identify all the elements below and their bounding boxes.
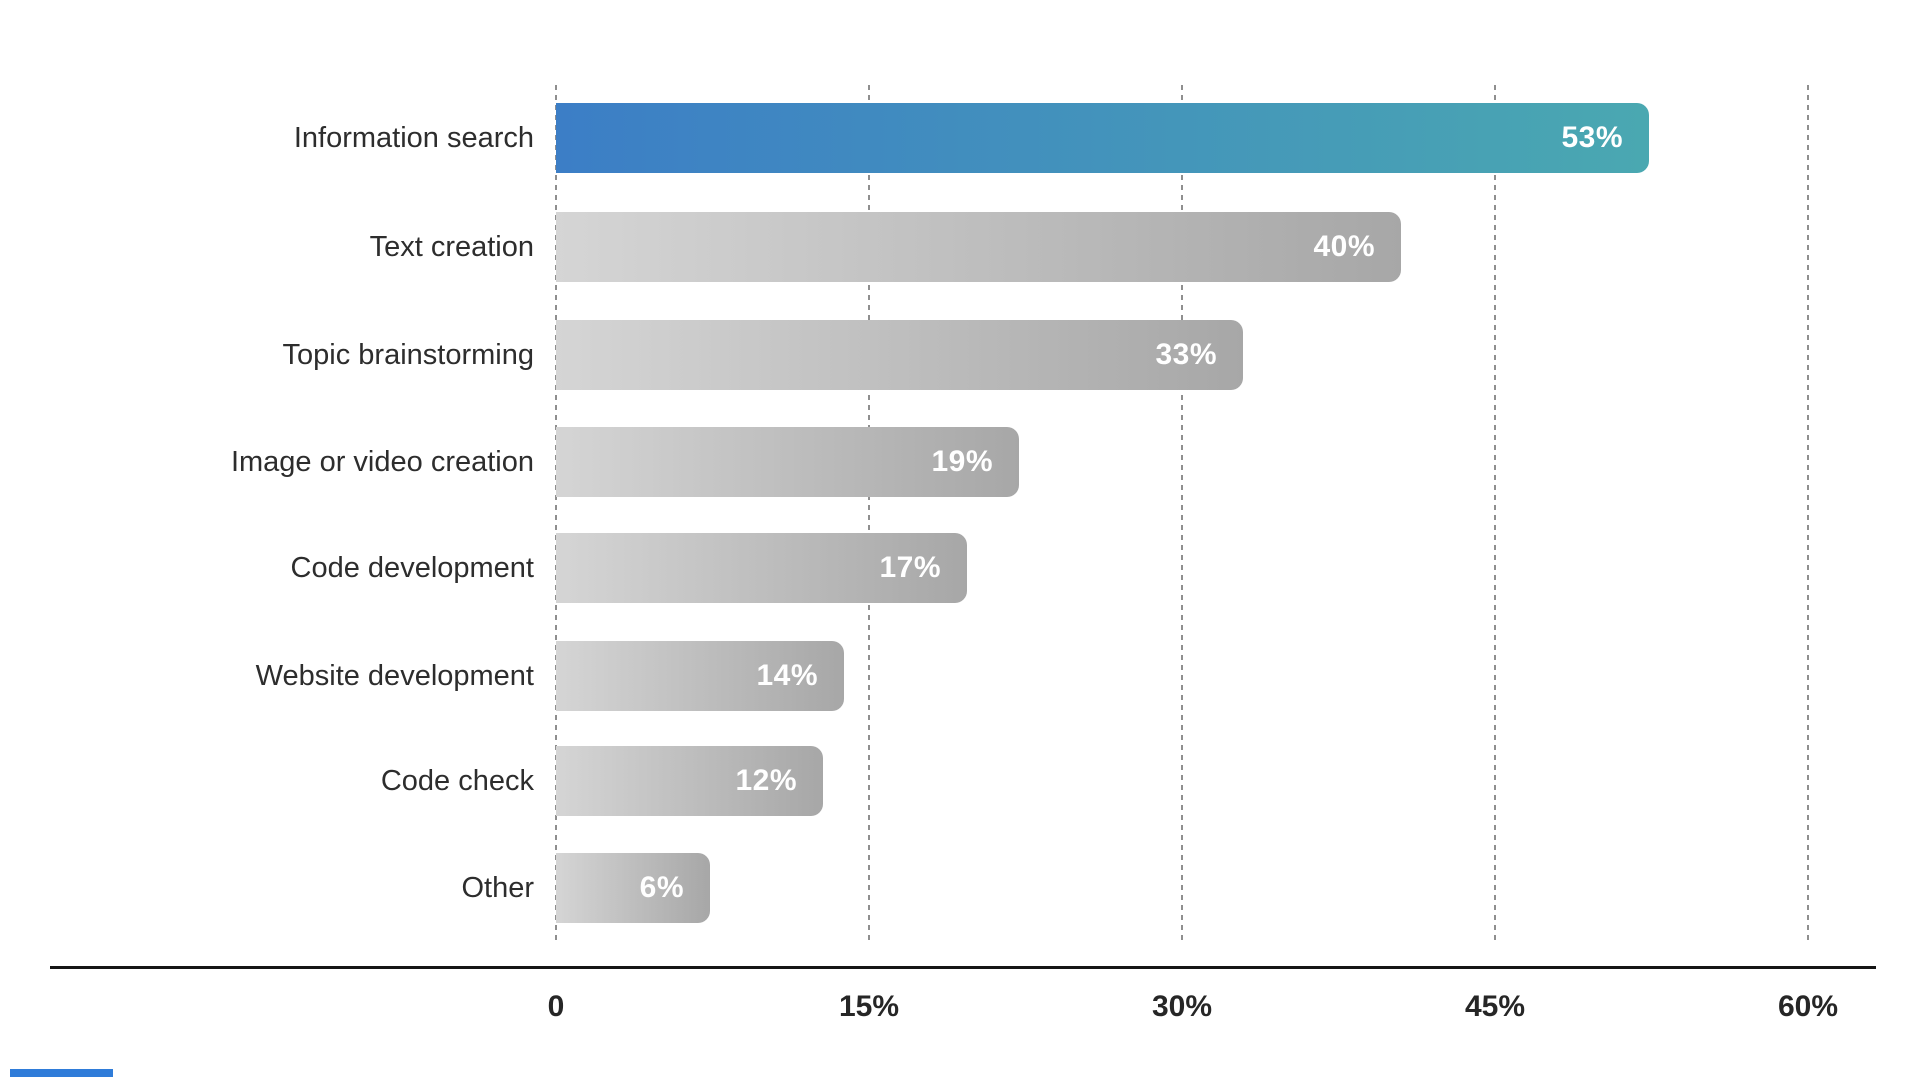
category-label: Topic brainstorming xyxy=(282,339,534,371)
x-tick-label: 0 xyxy=(547,990,565,1023)
value-label: 40% xyxy=(1313,230,1375,263)
x-tick-label: 15% xyxy=(838,990,900,1023)
category-label: Code development xyxy=(290,552,534,584)
value-label: 19% xyxy=(931,445,993,478)
category-label: Code check xyxy=(380,765,534,797)
bar: 6% xyxy=(556,853,710,923)
bar: 53% xyxy=(556,103,1649,173)
bar: 40% xyxy=(556,212,1401,282)
x-tick-label: 30% xyxy=(1151,990,1213,1023)
gridline-30 xyxy=(1181,85,1183,945)
value-label: 12% xyxy=(735,764,797,797)
value-label: 14% xyxy=(756,659,818,692)
x-tick-label: 60% xyxy=(1777,990,1839,1023)
gridline-60 xyxy=(1807,85,1810,945)
x-tick-label: 45% xyxy=(1464,990,1526,1023)
category-label: Information search xyxy=(293,122,534,154)
value-label: 17% xyxy=(879,551,941,584)
gridline-45 xyxy=(1494,85,1496,945)
bar: 14% xyxy=(556,641,844,711)
value-label: 53% xyxy=(1561,121,1623,154)
category-label: Image or video creation xyxy=(230,446,534,478)
category-label: Other xyxy=(461,872,534,904)
value-label: 6% xyxy=(639,871,684,904)
gridline-15 xyxy=(868,85,870,945)
bar: 12% xyxy=(556,746,823,816)
category-label: Website development xyxy=(255,660,534,692)
gridline-0 xyxy=(555,85,557,945)
bar: 17% xyxy=(556,533,967,603)
value-label: 33% xyxy=(1155,338,1217,371)
bar: 33% xyxy=(556,320,1243,390)
category-label: Text creation xyxy=(369,231,534,263)
x-axis-line xyxy=(50,966,1876,969)
video-progress-strip xyxy=(10,1069,113,1077)
bar: 19% xyxy=(556,427,1019,497)
